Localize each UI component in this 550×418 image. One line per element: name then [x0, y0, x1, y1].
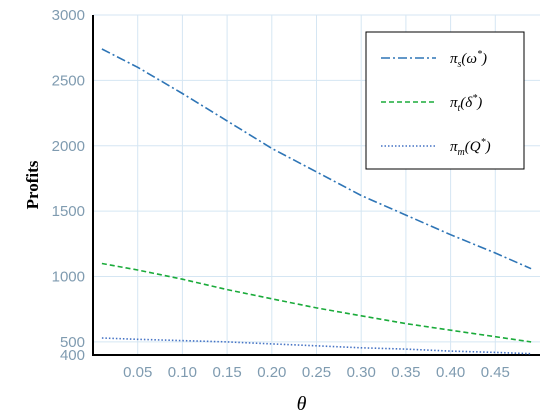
y-tick-label: 400 — [60, 347, 85, 364]
x-axis-label: θ — [297, 393, 307, 415]
series-line-m — [101, 337, 532, 355]
x-tick-label: 0.25 — [302, 364, 331, 381]
y-axis-label: Profits — [23, 160, 42, 209]
x-tick-label: 0.15 — [212, 364, 241, 381]
y-tick-label: 1000 — [52, 269, 85, 286]
x-tick-label: 0.20 — [257, 364, 286, 381]
legend-label-t: πt(δ*) — [450, 93, 482, 114]
y-tick-label: 3000 — [52, 7, 85, 24]
y-tick-label: 1500 — [52, 203, 85, 220]
series-line-t — [101, 262, 532, 343]
legend: πs(ω*) πt(δ*) πm(Q*) — [365, 31, 525, 170]
series-line-s — [101, 48, 532, 270]
y-tick-label: 2500 — [52, 72, 85, 89]
legend-label-m: πm(Q*) — [450, 137, 491, 158]
axes — [92, 15, 540, 356]
x-tick-label: 0.05 — [123, 364, 152, 381]
x-tick-labels: 0.05 0.10 0.15 0.20 0.25 0.30 0.35 0.40 0.45 — [123, 364, 510, 381]
legend-box — [365, 31, 525, 170]
x-tick-label: 0.30 — [347, 364, 376, 381]
x-tick-label: 0.10 — [168, 364, 197, 381]
series-layer — [101, 48, 532, 355]
legend-label-s: πs(ω*) — [450, 49, 487, 70]
x-tick-label: 0.40 — [436, 364, 465, 381]
x-tick-label: 0.35 — [391, 364, 420, 381]
y-tick-label: 2000 — [52, 138, 85, 155]
x-tick-label: 0.45 — [481, 364, 510, 381]
y-tick-label: 500 — [60, 334, 85, 351]
